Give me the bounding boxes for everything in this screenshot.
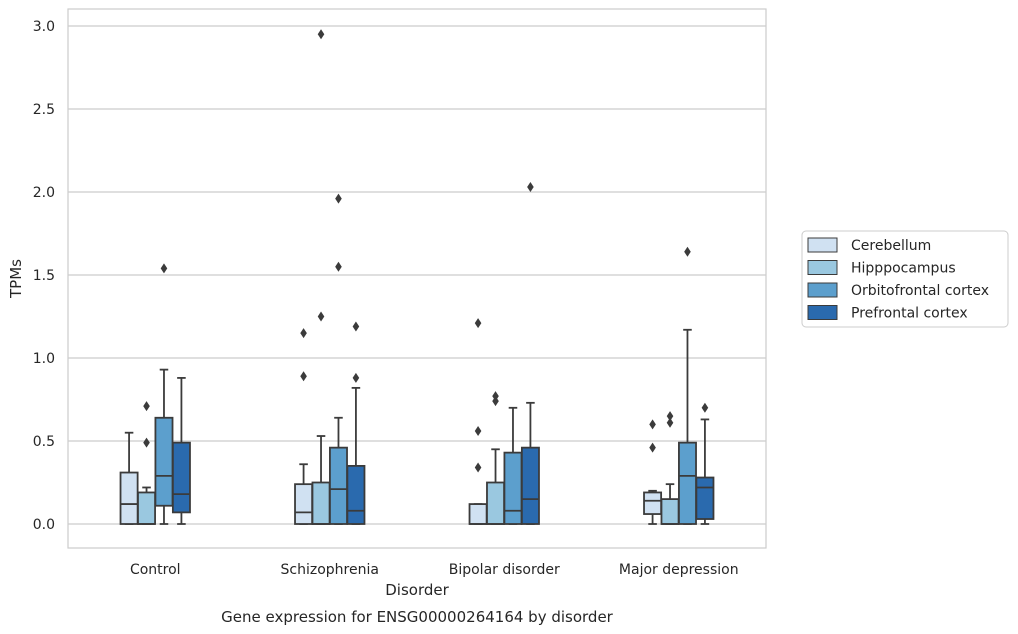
legend-label: Cerebellum — [851, 238, 931, 254]
box — [678, 441, 697, 525]
outlier-point — [143, 401, 150, 412]
outlier-point — [474, 318, 482, 329]
box-groups — [119, 29, 715, 525]
outlier-point — [143, 437, 150, 448]
box — [520, 446, 540, 525]
box-group — [468, 318, 488, 525]
y-tick-label: 1.5 — [33, 268, 55, 284]
outlier-point — [352, 321, 360, 332]
x-tick-label: Schizophrenia — [281, 562, 379, 578]
outlier-point — [335, 193, 342, 204]
box — [346, 464, 366, 525]
box — [660, 498, 680, 525]
box — [503, 451, 523, 525]
y-tick-labels: 0.0 0.5 1.0 1.5 2.0 2.5 3.0 — [33, 19, 55, 533]
box — [643, 491, 663, 515]
outlier-point — [317, 29, 325, 40]
outlier-point — [666, 417, 674, 428]
box-group — [154, 263, 174, 525]
box-group — [486, 391, 505, 525]
legend-box — [801, 230, 1009, 328]
outlier-point — [701, 402, 709, 413]
x-tick-labels: Control Schizophrenia Bipolar disorder Majo… — [130, 562, 739, 578]
outlier-point — [300, 371, 307, 382]
box-group — [643, 419, 663, 525]
legend-swatch — [807, 305, 838, 320]
box-group — [346, 321, 366, 525]
x-axis-title: Disorder — [385, 581, 449, 599]
y-tick-label: 1.0 — [33, 351, 55, 367]
box-group — [311, 29, 331, 525]
box — [695, 476, 715, 520]
box-group — [660, 411, 680, 525]
box-group — [678, 246, 697, 525]
box — [119, 471, 139, 525]
chart-title: Gene expression for ENSG00000264164 by d… — [221, 608, 614, 626]
legend-label: Hipppocampus — [851, 261, 956, 277]
box-group — [520, 182, 540, 525]
box — [329, 446, 348, 525]
x-tick-label: Bipolar disorder — [449, 562, 560, 578]
grid-lines — [68, 25, 766, 525]
box — [171, 441, 191, 514]
y-tick-label: 0.5 — [33, 434, 55, 450]
outlier-point — [649, 419, 656, 430]
legend: Cerebellum Hipppocampus Orbitofrontal cort… — [801, 230, 1009, 328]
box-group — [119, 431, 139, 525]
y-tick-label: 3.0 — [33, 19, 55, 35]
box-group — [137, 401, 156, 525]
legend-swatch — [807, 282, 838, 298]
box — [294, 483, 314, 525]
outlier-point — [684, 246, 691, 257]
box-group — [503, 406, 523, 525]
box-group — [171, 377, 191, 525]
box — [486, 481, 505, 525]
x-tick-label: Control — [130, 562, 181, 578]
outlier-point — [352, 372, 360, 383]
legend-label: Orbitofrontal cortex — [851, 283, 989, 299]
y-axis-title: TPMs — [7, 259, 25, 299]
x-tick-label: Major depression — [619, 562, 739, 578]
outlier-point — [335, 261, 342, 272]
y-tick-label: 2.5 — [33, 102, 55, 118]
outlier-point — [474, 426, 482, 437]
legend-swatch — [807, 237, 838, 253]
legend-swatch — [807, 260, 838, 275]
box — [137, 491, 156, 525]
box-group — [329, 193, 348, 525]
outlier-point — [300, 328, 307, 339]
box-group — [695, 402, 715, 525]
box — [154, 416, 174, 507]
legend-label: Prefrontal cortex — [851, 306, 968, 322]
outlier-point — [649, 442, 656, 453]
outlier-point — [474, 462, 482, 473]
outlier-point — [492, 391, 499, 402]
outlier-point — [527, 182, 534, 193]
y-tick-label: 0.0 — [33, 517, 55, 533]
outlier-point — [666, 411, 674, 422]
y-tick-label: 2.0 — [33, 185, 55, 201]
outlier-point — [317, 311, 325, 322]
box — [468, 503, 488, 525]
plot-frame — [67, 8, 767, 549]
box — [311, 481, 331, 525]
outlier-point — [160, 263, 168, 274]
